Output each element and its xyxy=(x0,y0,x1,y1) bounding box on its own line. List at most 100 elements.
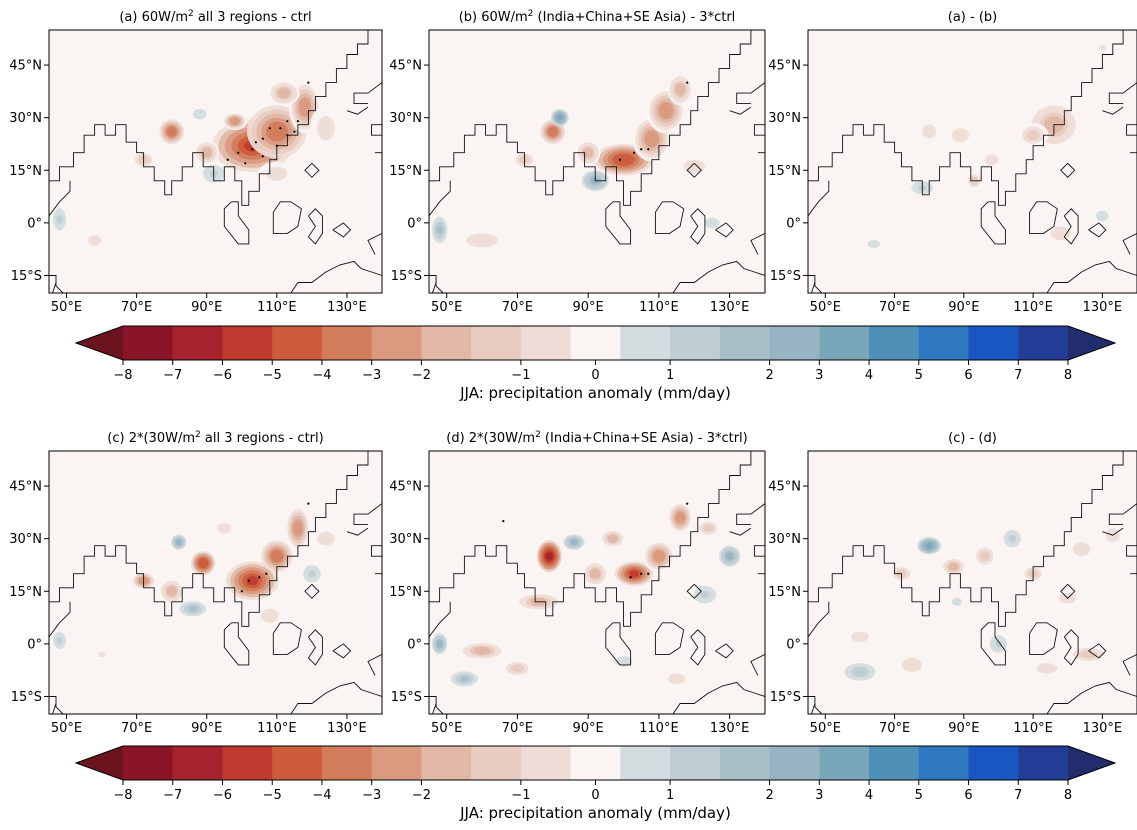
contour-level xyxy=(925,128,933,136)
coastline xyxy=(52,282,57,293)
coastline xyxy=(307,208,323,245)
colorbar-tick-label: −2 xyxy=(412,368,431,383)
y-tick-label: 15°N xyxy=(9,164,42,179)
coastline xyxy=(811,703,816,714)
colorbar-segment xyxy=(123,746,174,780)
x-tick-label: 50°E xyxy=(810,300,841,315)
colorbar-extend-low xyxy=(76,746,123,780)
contour-level xyxy=(56,636,63,644)
coastline xyxy=(729,106,752,115)
panel-title: (a) 60W/m2 all 3 regions - ctrl xyxy=(119,9,311,25)
y-tick-label: 15°S xyxy=(391,269,422,284)
contour-level xyxy=(272,552,281,561)
contour-fills xyxy=(858,38,1118,253)
map-panel-d: 50°E 70°E 90°E 110°E 130°E 45°N 30°N 15°N 0° 15°S… xyxy=(389,430,766,736)
panel-title: (b) 60W/m2 (India+China+SE Asia) - 3*ctr… xyxy=(459,9,736,25)
coastline xyxy=(367,653,382,676)
colorbar-segment xyxy=(471,746,522,780)
contour-level xyxy=(98,651,106,658)
coastline xyxy=(49,30,369,206)
contour-level xyxy=(168,128,176,136)
x-tick-label: 130°E xyxy=(1083,300,1123,315)
y-tick-label: 0° xyxy=(407,637,422,652)
contour-level xyxy=(549,128,557,136)
colorbar-tick-label: −6 xyxy=(213,788,232,803)
coastline xyxy=(1122,653,1137,676)
y-tick-label: 0° xyxy=(786,637,801,652)
panel-title: (a) - (b) xyxy=(948,10,997,25)
y-tick-label: 15°S xyxy=(770,269,801,284)
coastline xyxy=(1046,260,1137,293)
coastline xyxy=(753,545,765,557)
contour-level xyxy=(1083,651,1094,658)
coastlines xyxy=(808,451,1137,714)
significance-dot xyxy=(640,148,643,151)
coastline xyxy=(808,275,823,293)
panel-frame xyxy=(48,450,383,715)
coastline xyxy=(429,275,444,293)
panel-background xyxy=(49,30,382,293)
contour-level xyxy=(953,598,961,605)
contour-level xyxy=(246,576,259,586)
coastline xyxy=(1102,527,1124,536)
x-tick-label: 50°E xyxy=(51,300,82,315)
x-tick-label: 50°E xyxy=(431,300,462,315)
colorbar-segment xyxy=(371,746,422,780)
colorbar-segment xyxy=(222,746,273,780)
coastline xyxy=(49,601,71,638)
coastline xyxy=(1122,232,1137,255)
coastline xyxy=(690,629,706,666)
coastline xyxy=(811,282,816,293)
map-panel-b: 50°E 70°E 90°E 110°E 130°E 45°N 30°N 15°N 0° 15°S… xyxy=(389,9,766,315)
x-tick-label: 130°E xyxy=(710,721,750,736)
colorbar-tick-label: 4 xyxy=(865,788,873,803)
significance-dot xyxy=(307,502,310,505)
colorbar-segment xyxy=(968,746,1019,780)
contour-level xyxy=(168,587,176,595)
y-tick-label: 15°N xyxy=(9,585,42,600)
y-tick-label: 15°S xyxy=(11,690,42,705)
coastline xyxy=(1060,583,1076,599)
contour-level xyxy=(476,647,488,654)
contour-level xyxy=(629,570,639,578)
coastline xyxy=(353,82,382,105)
colorbar-extend-high xyxy=(1068,746,1115,780)
y-tick-label: 0° xyxy=(27,637,42,652)
colorbar-segment xyxy=(769,326,820,360)
x-tick-label: 130°E xyxy=(1083,721,1123,736)
colorbar-tick-label: 2 xyxy=(765,368,773,383)
coastlines xyxy=(49,451,382,714)
contour-level xyxy=(300,101,309,113)
coastline xyxy=(1126,124,1137,136)
colorbar-tick-label: −2 xyxy=(412,788,431,803)
x-tick-label: 90°E xyxy=(948,721,979,736)
y-tick-label: 15°N xyxy=(768,585,801,600)
colorbar-tick-label: 0 xyxy=(591,368,599,383)
map-panel-ab: 50°E 70°E 90°E 110°E 130°E 45°N 30°N 15°N 0° 15°S… xyxy=(768,10,1137,315)
y-tick-label: 30°N xyxy=(9,111,42,126)
contour-level xyxy=(854,668,866,676)
colorbar-tick-label: −3 xyxy=(362,368,381,383)
y-tick-label: 45°N xyxy=(768,59,801,74)
map-panel-c: 50°E 70°E 90°E 110°E 130°E 45°N 30°N 15°N 0° 15°S… xyxy=(9,430,383,736)
y-tick-label: 30°N xyxy=(389,111,422,126)
contour-level xyxy=(676,513,684,522)
x-tick-label: 70°E xyxy=(502,721,533,736)
y-tick-label: 45°N xyxy=(9,480,42,495)
contour-level xyxy=(56,215,63,224)
x-tick-label: 110°E xyxy=(1013,721,1053,736)
coastline xyxy=(1088,643,1107,659)
contour-fills xyxy=(430,73,732,253)
colorbar-tick-label: 5 xyxy=(915,788,923,803)
colorbar-tick-label: −1 xyxy=(511,788,530,803)
colorbar-segment xyxy=(1018,746,1069,780)
x-tick-label: 130°E xyxy=(327,721,367,736)
colorbar-segment xyxy=(371,326,422,360)
colorbar-tick-label: −6 xyxy=(213,368,232,383)
x-tick-label: 130°E xyxy=(710,300,750,315)
coastline xyxy=(605,622,632,666)
contour-level xyxy=(1077,545,1086,553)
significance-dot xyxy=(265,572,268,575)
colorbar-segment xyxy=(520,746,572,780)
